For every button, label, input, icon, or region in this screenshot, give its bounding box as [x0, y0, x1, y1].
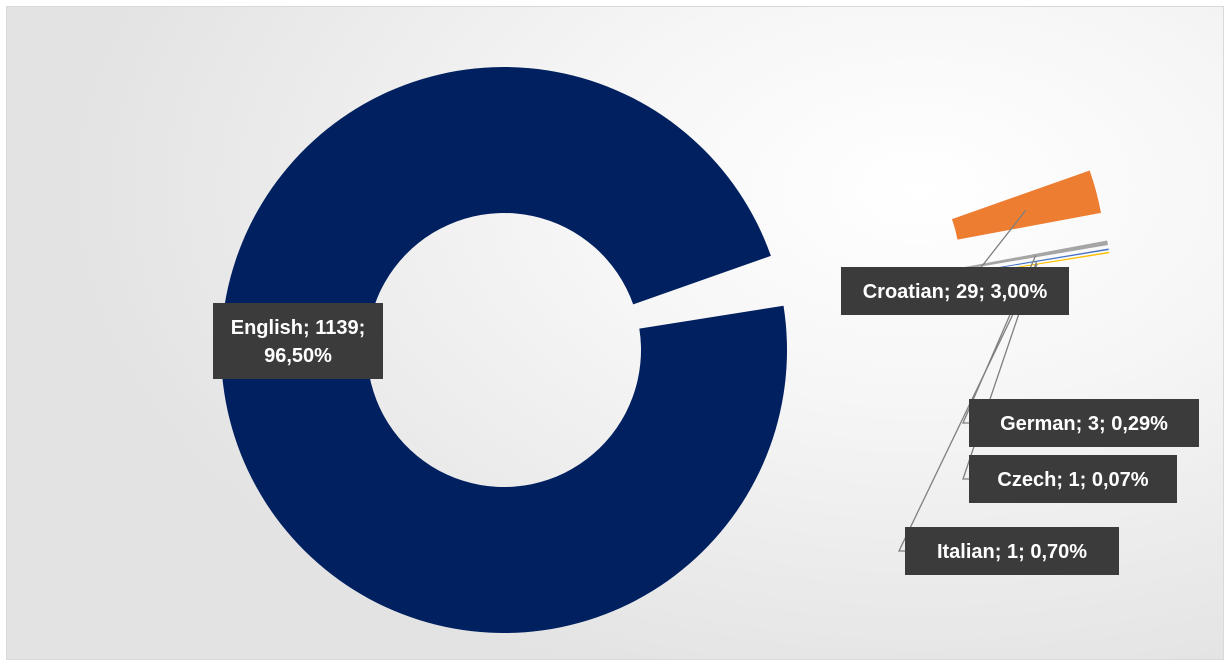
data-label-text: 96,50% — [264, 345, 332, 367]
leader-line-czech — [962, 261, 1038, 480]
doughnut-chart: English; 1139; 96,50% Croatian; 29; 3,00% G… — [213, 67, 1199, 634]
data-label-english: English; 1139; 96,50% — [213, 303, 383, 379]
slice-english — [221, 67, 788, 634]
leader-line-italian — [897, 263, 1038, 552]
data-label-text: German; 3; 0,29% — [1000, 413, 1168, 435]
data-label-czech: Czech; 1; 0,07% — [969, 455, 1177, 503]
data-label-italian: Italian; 1; 0,70% — [905, 527, 1119, 575]
slice-croatian — [951, 170, 1102, 240]
chart-area: English; 1139; 96,50% Croatian; 29; 3,00% G… — [6, 6, 1224, 660]
data-label-text: Italian; 1; 0,70% — [937, 541, 1087, 563]
data-label-text: Croatian; 29; 3,00% — [863, 281, 1048, 303]
data-label-text: Czech; 1; 0,07% — [997, 469, 1148, 491]
data-label-german: German; 3; 0,29% — [969, 399, 1199, 447]
slice-german — [963, 240, 1108, 270]
data-label-croatian: Croatian; 29; 3,00% — [841, 267, 1069, 315]
data-label-text: English; 1139; — [231, 317, 366, 339]
